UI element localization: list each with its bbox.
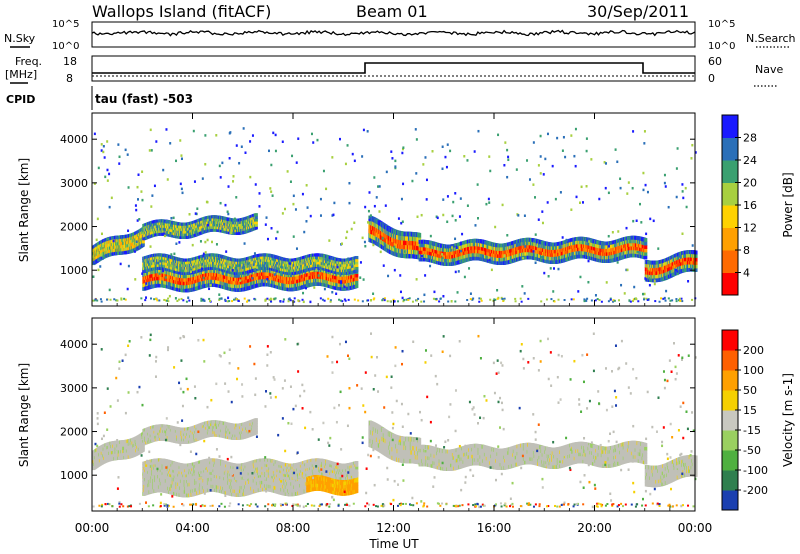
- nsky-label: N.Sky: [4, 32, 36, 45]
- beam-title: Beam 01: [356, 2, 428, 21]
- site-title: Wallops Island (fitACF): [92, 2, 271, 21]
- power-echo-cell: [355, 277, 359, 281]
- power-echo-cell: [355, 284, 359, 288]
- freq-unit: [MHz]: [5, 68, 37, 81]
- freq-strip: Freq. [MHz] 18 8 60 0 Nave: [5, 55, 783, 87]
- cpid-label: CPID: [6, 93, 35, 106]
- nsky-trace: [91, 29, 696, 37]
- noise-tick-right-top: 10^5: [708, 19, 735, 30]
- power-echo-cell: [355, 280, 359, 285]
- noise-strip-frame: [91, 21, 696, 48]
- nave-tick-bottom: 0: [708, 72, 715, 85]
- freq-strip-frame: [91, 55, 696, 82]
- power-echo-cell: [254, 223, 258, 227]
- power-echo-cell: [254, 213, 258, 217]
- freq-tick-top: 18: [63, 55, 77, 68]
- freq-tick-bottom: 8: [66, 72, 73, 85]
- freq-label: Freq.: [15, 55, 42, 68]
- date-title: 30/Sep/2011: [587, 2, 689, 21]
- cpid-row: CPID tau (fast) -503: [6, 86, 193, 110]
- freq-trace: [92, 62, 695, 74]
- nave-label: Nave: [755, 63, 783, 76]
- noise-tick-left-bottom: 10^0: [52, 41, 79, 52]
- power-echo-cell: [254, 218, 258, 222]
- power-echo-cell: [254, 215, 258, 219]
- power-echo-cell: [254, 221, 258, 225]
- cpid-text: tau (fast) -503: [95, 92, 193, 106]
- power-echo-cell: [355, 273, 359, 278]
- power-echo-cell: [254, 226, 258, 230]
- power-echo-cell: [141, 239, 145, 244]
- noise-tick-left-top: 10^5: [52, 19, 79, 30]
- noise-tick-right-bottom: 10^0: [708, 41, 735, 52]
- power-echo-cell: [141, 242, 145, 247]
- power-echo-layer: [92, 127, 698, 304]
- nave-tick-top: 60: [708, 55, 722, 68]
- nsearch-label: N.Search: [746, 32, 796, 45]
- noise-strip: N.Sky 10^5 10^0 10^5 10^0 N.Search: [4, 19, 796, 52]
